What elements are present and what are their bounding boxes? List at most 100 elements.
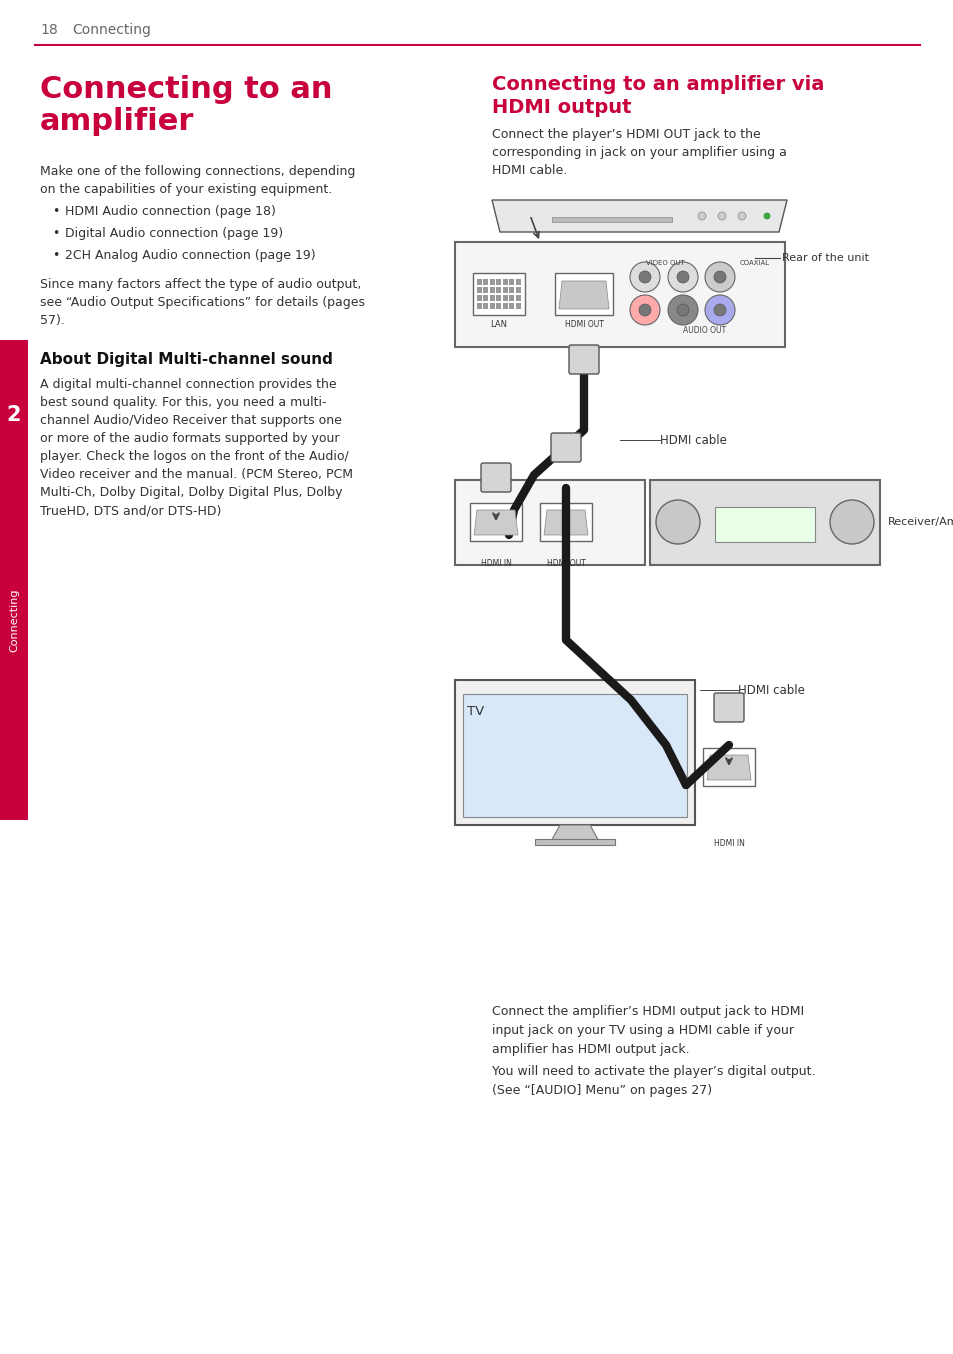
Bar xyxy=(509,279,514,284)
Circle shape xyxy=(829,500,873,544)
Text: COAXIAL: COAXIAL xyxy=(740,260,769,265)
Bar xyxy=(462,695,686,816)
Text: About Digital Multi-channel sound: About Digital Multi-channel sound xyxy=(40,352,333,367)
Text: Digital Audio connection (page 19): Digital Audio connection (page 19) xyxy=(65,227,283,240)
Bar xyxy=(476,279,481,284)
Circle shape xyxy=(698,213,705,219)
Bar xyxy=(535,839,615,845)
Circle shape xyxy=(677,271,688,283)
Text: VIDEO OUT: VIDEO OUT xyxy=(645,260,683,265)
Bar xyxy=(539,502,592,542)
Text: Make one of the following connections, depending
on the capabilities of your exi: Make one of the following connections, d… xyxy=(40,165,355,196)
Text: amplifier: amplifier xyxy=(40,107,194,135)
Bar xyxy=(483,279,488,284)
Bar xyxy=(509,287,514,292)
Circle shape xyxy=(639,305,650,315)
Text: Connecting: Connecting xyxy=(9,588,19,651)
Text: Connect the player’s HDMI OUT jack to the
corresponding in jack on your amplifie: Connect the player’s HDMI OUT jack to th… xyxy=(492,129,786,177)
Bar xyxy=(490,303,495,309)
Bar xyxy=(455,242,784,347)
Polygon shape xyxy=(474,510,517,535)
Bar xyxy=(509,303,514,309)
Text: LAN: LAN xyxy=(490,320,507,329)
Circle shape xyxy=(629,295,659,325)
FancyBboxPatch shape xyxy=(551,433,580,462)
Bar xyxy=(516,287,520,292)
Text: Connecting to an amplifier via: Connecting to an amplifier via xyxy=(492,74,823,93)
Polygon shape xyxy=(550,825,599,844)
Bar xyxy=(473,274,524,315)
Text: HDMI Audio connection (page 18): HDMI Audio connection (page 18) xyxy=(65,204,275,218)
Circle shape xyxy=(639,271,650,283)
FancyBboxPatch shape xyxy=(480,463,511,492)
Text: Since many factors affect the type of audio output,
see “Audio Output Specificat: Since many factors affect the type of au… xyxy=(40,278,365,328)
Bar xyxy=(516,295,520,301)
Bar xyxy=(555,274,613,315)
Text: 2: 2 xyxy=(7,405,21,425)
Circle shape xyxy=(656,500,700,544)
Bar xyxy=(470,502,521,542)
Text: HDMI OUT: HDMI OUT xyxy=(564,320,603,329)
Polygon shape xyxy=(706,756,750,780)
Bar xyxy=(496,279,501,284)
Bar xyxy=(496,303,501,309)
Text: A digital multi-channel connection provides the
best sound quality. For this, yo: A digital multi-channel connection provi… xyxy=(40,378,353,517)
Circle shape xyxy=(718,213,725,219)
Bar xyxy=(490,295,495,301)
Text: HDMI IN: HDMI IN xyxy=(480,559,511,567)
Circle shape xyxy=(667,295,698,325)
Circle shape xyxy=(704,263,734,292)
Circle shape xyxy=(704,295,734,325)
Bar xyxy=(476,295,481,301)
Text: 18: 18 xyxy=(40,23,58,37)
Bar xyxy=(502,303,507,309)
Text: •: • xyxy=(52,204,59,218)
Bar xyxy=(502,279,507,284)
FancyBboxPatch shape xyxy=(713,693,743,722)
Text: HDMI cable: HDMI cable xyxy=(738,684,804,696)
Bar xyxy=(496,295,501,301)
Text: TV: TV xyxy=(467,705,484,718)
Circle shape xyxy=(763,213,769,219)
Bar xyxy=(496,287,501,292)
Text: Receiver/Amplifier: Receiver/Amplifier xyxy=(887,517,953,527)
Bar xyxy=(516,279,520,284)
Text: HDMI OUT: HDMI OUT xyxy=(546,559,585,567)
Bar xyxy=(714,506,814,542)
Bar xyxy=(702,747,754,787)
Bar xyxy=(649,481,879,565)
Circle shape xyxy=(713,271,725,283)
Text: HDMI cable: HDMI cable xyxy=(659,433,726,447)
Bar xyxy=(516,303,520,309)
Bar xyxy=(502,287,507,292)
Polygon shape xyxy=(558,282,608,309)
Bar xyxy=(476,287,481,292)
Text: Rear of the unit: Rear of the unit xyxy=(781,253,868,263)
Bar xyxy=(490,279,495,284)
Bar xyxy=(509,295,514,301)
Bar xyxy=(483,287,488,292)
Text: •: • xyxy=(52,249,59,263)
Bar xyxy=(552,217,671,222)
Text: •: • xyxy=(52,227,59,240)
Circle shape xyxy=(677,305,688,315)
Bar xyxy=(455,481,644,565)
Text: Connecting: Connecting xyxy=(71,23,151,37)
Text: Connecting to an: Connecting to an xyxy=(40,74,333,104)
Text: You will need to activate the player’s digital output.
(See “[AUDIO] Menu” on pa: You will need to activate the player’s d… xyxy=(492,1066,815,1097)
Circle shape xyxy=(667,263,698,292)
Bar xyxy=(476,303,481,309)
Bar xyxy=(490,287,495,292)
Circle shape xyxy=(713,305,725,315)
Text: Connect the amplifier’s HDMI output jack to HDMI
input jack on your TV using a H: Connect the amplifier’s HDMI output jack… xyxy=(492,1005,803,1056)
Bar xyxy=(0,340,28,821)
Circle shape xyxy=(738,213,745,219)
Text: AUDIO OUT: AUDIO OUT xyxy=(682,326,726,334)
Bar xyxy=(502,295,507,301)
Bar xyxy=(483,295,488,301)
Text: 2CH Analog Audio connection (page 19): 2CH Analog Audio connection (page 19) xyxy=(65,249,315,263)
Polygon shape xyxy=(492,200,786,232)
Text: HDMI IN: HDMI IN xyxy=(713,839,743,848)
Polygon shape xyxy=(543,510,587,535)
Bar xyxy=(455,680,695,825)
